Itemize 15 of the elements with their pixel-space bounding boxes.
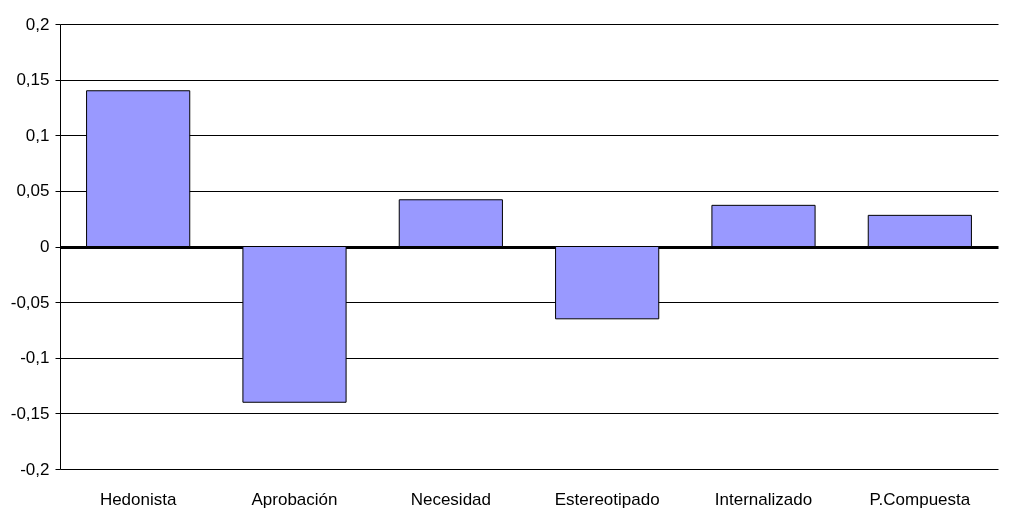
y-tick-label: 0,15 bbox=[16, 70, 50, 90]
y-tick-label: -0,15 bbox=[10, 403, 50, 423]
x-tick-label: Internalizado bbox=[714, 489, 813, 509]
y-tick-label: 0 bbox=[40, 237, 50, 256]
y-tick-label: 0,1 bbox=[25, 125, 50, 145]
x-tick-label: Estereotipado bbox=[554, 489, 660, 509]
y-tick-label: -0,05 bbox=[10, 292, 50, 312]
x-tick-label: Necesidad bbox=[410, 489, 491, 509]
x-tick-label: Hedonista bbox=[99, 489, 177, 509]
y-tick-label: 0,05 bbox=[16, 181, 50, 201]
y-tick-label: -0,2 bbox=[20, 459, 50, 479]
x-tick-label: Aprobación bbox=[251, 489, 338, 509]
x-tick-label: P.Compuesta bbox=[869, 489, 971, 509]
y-tick-label: 0,2 bbox=[25, 14, 50, 34]
y-tick-label: -0,1 bbox=[20, 348, 50, 368]
